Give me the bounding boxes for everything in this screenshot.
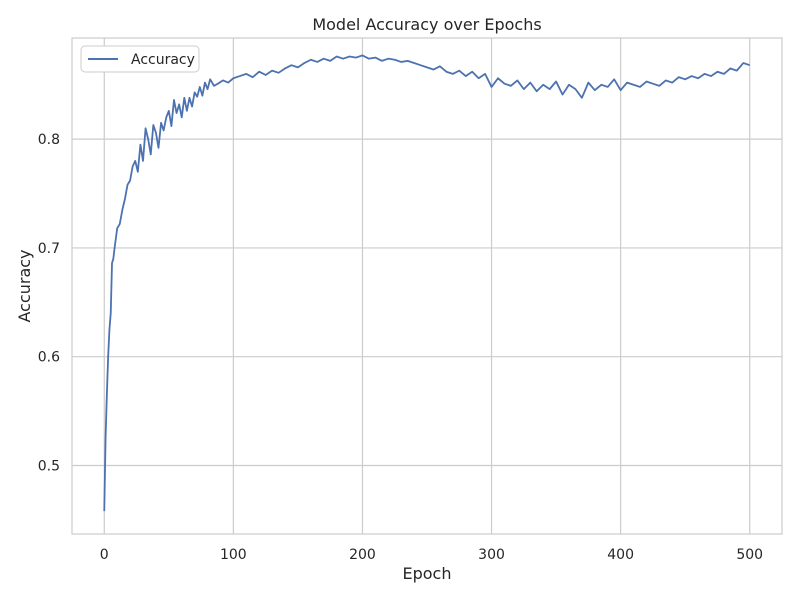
accuracy-series-line — [103, 54, 751, 512]
y-tick-label: 0.6 — [38, 350, 60, 366]
gridlines — [72, 38, 782, 534]
x-axis-title: Epoch — [403, 564, 452, 583]
x-tick-label: 200 — [349, 547, 376, 563]
x-tick-label: 400 — [607, 547, 634, 563]
x-tick-label: 100 — [220, 547, 247, 563]
y-tick-label: 0.7 — [38, 241, 60, 257]
x-tick-label: 300 — [478, 547, 505, 563]
legend-label-accuracy: Accuracy — [131, 52, 195, 68]
y-tick-label: 0.5 — [38, 458, 60, 474]
plot-frame — [71, 37, 783, 535]
legend-box — [80, 45, 200, 73]
y-axis-title: Accuracy — [15, 249, 34, 322]
legend: Accuracy — [80, 45, 200, 73]
x-tick-label: 0 — [100, 547, 109, 563]
chart-title: Model Accuracy over Epochs — [312, 15, 541, 34]
x-axis-ticks: 0 100 200 300 400 500 — [100, 547, 763, 563]
y-tick-label: 0.8 — [38, 132, 60, 148]
y-axis-ticks: 0.5 0.6 0.7 0.8 — [38, 132, 60, 474]
x-tick-label: 500 — [736, 547, 763, 563]
